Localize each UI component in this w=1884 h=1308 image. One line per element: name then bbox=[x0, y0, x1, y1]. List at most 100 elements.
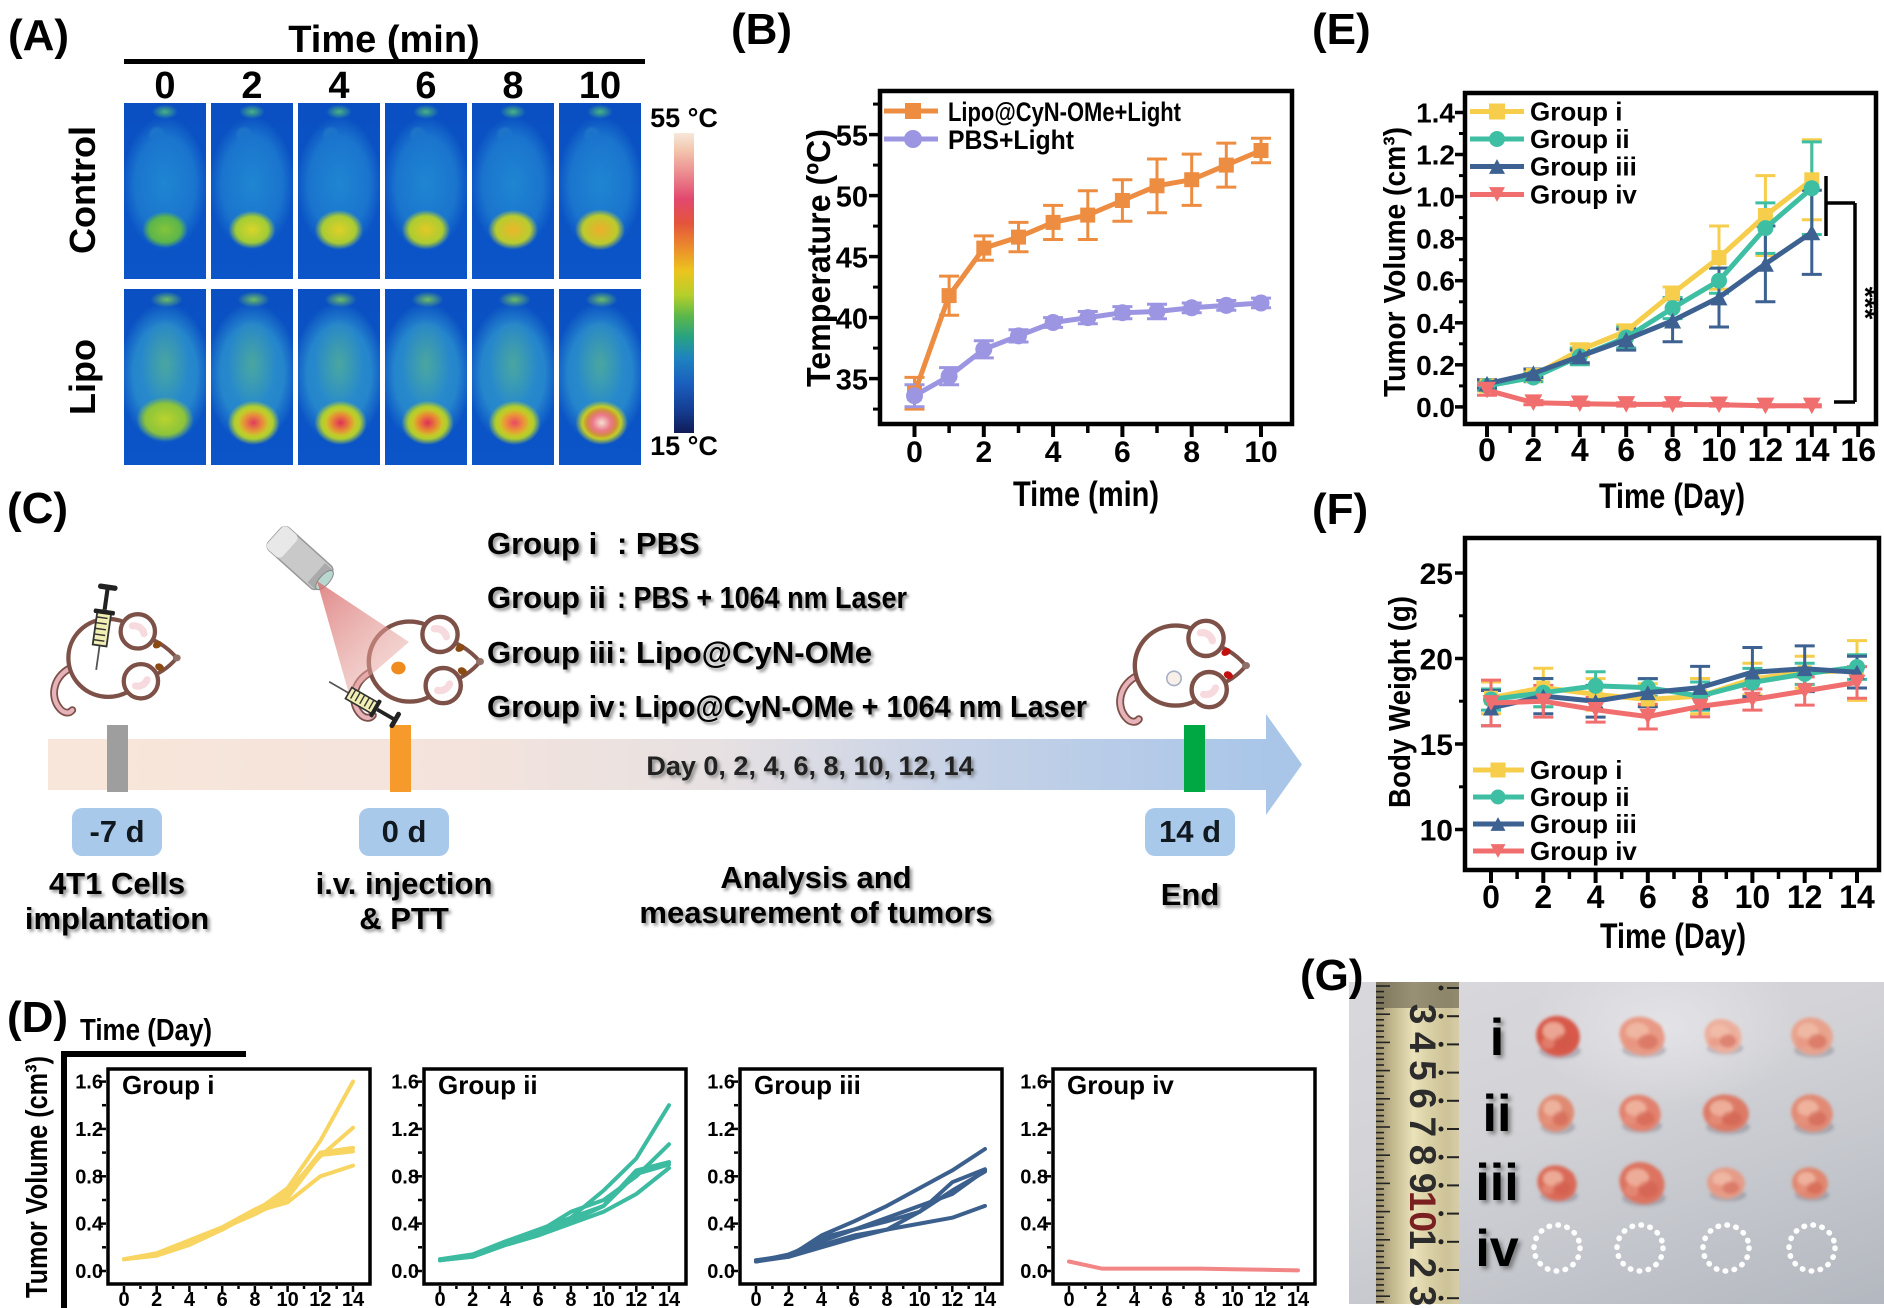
svg-text:4: 4 bbox=[328, 65, 349, 107]
svg-text:2: 2 bbox=[1534, 879, 1552, 915]
svg-text:6: 6 bbox=[1639, 879, 1657, 915]
svg-text:(B): (B) bbox=[731, 5, 792, 54]
svg-text:15: 15 bbox=[1420, 729, 1453, 762]
svg-text:Group i: Group i bbox=[122, 1070, 214, 1100]
svg-text:0.8: 0.8 bbox=[1020, 1166, 1048, 1188]
svg-text:8: 8 bbox=[1402, 1145, 1443, 1166]
svg-text:3: 3 bbox=[1402, 1286, 1443, 1307]
svg-text:Group ii: Group ii bbox=[438, 1070, 538, 1100]
svg-text:6: 6 bbox=[415, 65, 436, 107]
svg-text:2: 2 bbox=[975, 436, 992, 469]
svg-text:Time (Day): Time (Day) bbox=[80, 1012, 212, 1047]
svg-text:14 d: 14 d bbox=[1159, 814, 1221, 849]
svg-text:3: 3 bbox=[1402, 1004, 1443, 1025]
svg-text:6: 6 bbox=[1162, 1289, 1173, 1308]
svg-text:0.2: 0.2 bbox=[1416, 350, 1455, 381]
svg-text:35: 35 bbox=[836, 365, 868, 397]
svg-text:5: 5 bbox=[1402, 1060, 1443, 1081]
svg-text:Control: Control bbox=[62, 126, 103, 254]
svg-text:8: 8 bbox=[565, 1289, 576, 1308]
svg-text:0: 0 bbox=[1063, 1289, 1074, 1308]
svg-text:ii: ii bbox=[1483, 1085, 1512, 1143]
svg-text:1: 1 bbox=[1402, 1229, 1443, 1250]
svg-text:1.4: 1.4 bbox=[1416, 97, 1455, 128]
svg-text:1.0: 1.0 bbox=[1416, 182, 1455, 213]
svg-text:0.4: 0.4 bbox=[1416, 308, 1455, 339]
svg-text:10: 10 bbox=[592, 1289, 614, 1308]
svg-text:0.6: 0.6 bbox=[1416, 266, 1455, 297]
svg-text:14: 14 bbox=[1794, 432, 1830, 468]
svg-text:1.6: 1.6 bbox=[75, 1072, 103, 1094]
svg-text:2: 2 bbox=[467, 1289, 478, 1308]
svg-text:4: 4 bbox=[1045, 436, 1062, 469]
svg-text:i.v. injection: i.v. injection bbox=[316, 866, 493, 901]
svg-text:Group i: Group i bbox=[487, 526, 597, 561]
svg-text:14: 14 bbox=[1839, 879, 1875, 915]
svg-text:Group ii: Group ii bbox=[1530, 782, 1630, 812]
svg-text:8: 8 bbox=[249, 1289, 260, 1308]
svg-text:6: 6 bbox=[533, 1289, 544, 1308]
svg-text:Time (Day): Time (Day) bbox=[1599, 477, 1745, 516]
svg-text:10: 10 bbox=[1402, 1191, 1443, 1232]
svg-text:Group i: Group i bbox=[1530, 755, 1622, 785]
svg-text:Tumor Volume (cm³): Tumor Volume (cm³) bbox=[1377, 127, 1412, 397]
svg-text:End: End bbox=[1161, 877, 1220, 912]
svg-text:25: 25 bbox=[1420, 558, 1453, 591]
svg-text:10: 10 bbox=[579, 65, 621, 107]
svg-text:iv: iv bbox=[1475, 1220, 1518, 1278]
svg-text:4T1 Cells: 4T1 Cells bbox=[49, 866, 185, 901]
svg-text:0.0: 0.0 bbox=[1416, 392, 1455, 423]
svg-text:(F): (F) bbox=[1312, 485, 1368, 534]
svg-text:Body Weight (g): Body Weight (g) bbox=[1382, 596, 1417, 808]
svg-text:: PBS: : PBS bbox=[617, 526, 700, 561]
svg-text:16: 16 bbox=[1840, 432, 1876, 468]
svg-text:Time (Day): Time (Day) bbox=[1600, 917, 1746, 956]
svg-text:Group iii: Group iii bbox=[1530, 809, 1637, 839]
svg-text:Group iv: Group iv bbox=[1067, 1070, 1174, 1100]
svg-text:Tumor Volume (cm³): Tumor Volume (cm³) bbox=[19, 1056, 54, 1298]
svg-text:Group iii: Group iii bbox=[1530, 152, 1637, 182]
svg-text:Group ii: Group ii bbox=[487, 580, 606, 615]
svg-text:Group ii: Group ii bbox=[1530, 124, 1630, 154]
svg-text:2: 2 bbox=[1525, 432, 1543, 468]
svg-text:55: 55 bbox=[836, 121, 868, 153]
svg-text:10: 10 bbox=[1221, 1289, 1243, 1308]
svg-text:6: 6 bbox=[1114, 436, 1131, 469]
svg-text:55 °C: 55 °C bbox=[650, 103, 718, 133]
svg-text:***: *** bbox=[1850, 287, 1881, 320]
svg-text:4: 4 bbox=[1129, 1289, 1141, 1308]
svg-text:0: 0 bbox=[750, 1289, 761, 1308]
svg-text:0: 0 bbox=[154, 65, 175, 107]
svg-text:: Lipo@CyN-OMe: : Lipo@CyN-OMe bbox=[617, 635, 872, 670]
svg-text:4: 4 bbox=[1402, 1032, 1443, 1053]
svg-text:8: 8 bbox=[1691, 879, 1709, 915]
svg-text:0.0: 0.0 bbox=[391, 1261, 419, 1283]
svg-text:12: 12 bbox=[941, 1289, 963, 1308]
svg-text:(A): (A) bbox=[8, 11, 69, 60]
svg-text:1.2: 1.2 bbox=[75, 1119, 103, 1141]
svg-text:0.0: 0.0 bbox=[707, 1261, 735, 1283]
svg-text:Day 0, 2, 4, 6, 8, 10, 12, 14: Day 0, 2, 4, 6, 8, 10, 12, 14 bbox=[646, 751, 973, 781]
svg-text:0: 0 bbox=[434, 1289, 445, 1308]
svg-text:0.4: 0.4 bbox=[391, 1214, 420, 1236]
svg-text:: PBS + 1064 nm Laser: : PBS + 1064 nm Laser bbox=[617, 580, 907, 615]
svg-text:0: 0 bbox=[118, 1289, 129, 1308]
svg-text:0.4: 0.4 bbox=[1020, 1214, 1049, 1236]
svg-text:10: 10 bbox=[1420, 815, 1453, 848]
svg-text:0.8: 0.8 bbox=[707, 1166, 735, 1188]
svg-text:10: 10 bbox=[908, 1289, 930, 1308]
svg-text:12: 12 bbox=[1254, 1289, 1276, 1308]
svg-text:Group iv: Group iv bbox=[1530, 180, 1637, 210]
svg-text:Group iii: Group iii bbox=[487, 635, 614, 670]
svg-text:implantation: implantation bbox=[25, 901, 209, 936]
svg-text:Lipo@CyN-OMe+Light: Lipo@CyN-OMe+Light bbox=[948, 97, 1181, 127]
svg-text:15 °C: 15 °C bbox=[650, 431, 718, 461]
svg-text:-7 d: -7 d bbox=[89, 814, 144, 849]
svg-text:0.0: 0.0 bbox=[75, 1261, 103, 1283]
svg-text:PBS+Light: PBS+Light bbox=[948, 125, 1074, 155]
svg-text:(E): (E) bbox=[1312, 5, 1371, 54]
svg-text:: Lipo@CyN-OMe + 1064 nm Laser: : Lipo@CyN-OMe + 1064 nm Laser bbox=[617, 689, 1087, 724]
svg-text:14: 14 bbox=[658, 1289, 681, 1308]
svg-text:Time (min): Time (min) bbox=[288, 19, 479, 61]
svg-text:14: 14 bbox=[342, 1289, 365, 1308]
